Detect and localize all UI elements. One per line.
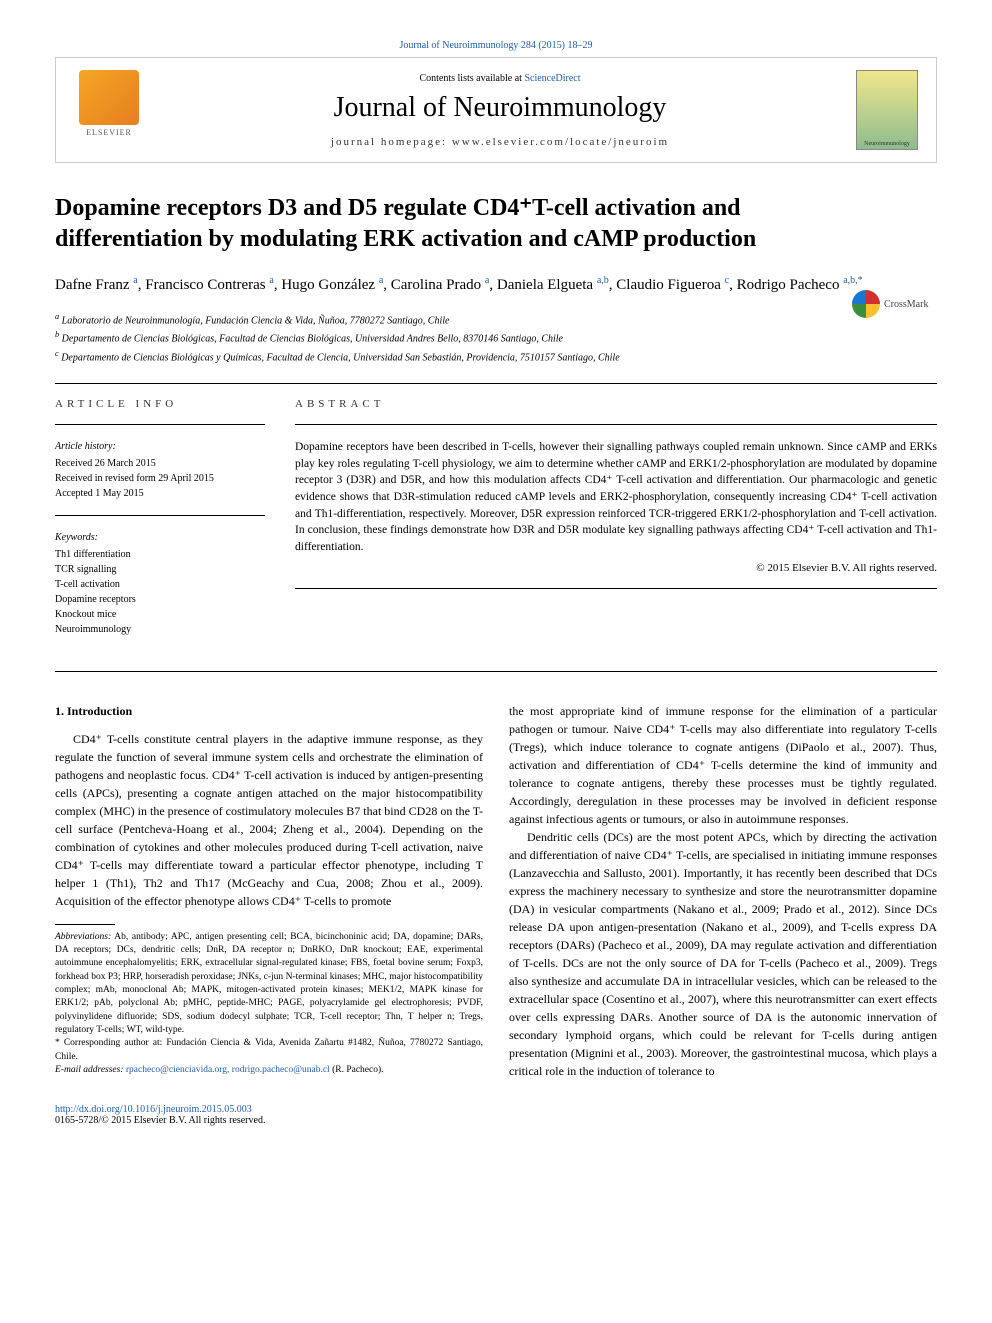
journal-header: ELSEVIER Contents lists available at Sci… <box>55 57 937 163</box>
email-link[interactable]: rpacheco@cienciavida.org, rodrigo.pachec… <box>124 1065 330 1075</box>
keyword: Dopamine receptors <box>55 592 265 607</box>
crossmark-badge[interactable]: CrossMark <box>852 290 937 318</box>
author: Claudio Figueroa c <box>616 277 729 293</box>
article-info-col: ARTICLE INFO Article history: Received 2… <box>55 398 265 651</box>
affiliation: b Departamento de Ciencias Biológicas, F… <box>55 329 937 346</box>
body-paragraph: CD4⁺ T-cells constitute central players … <box>55 730 483 910</box>
footnotes: Abbreviations: Ab, antibody; APC, antige… <box>55 931 483 1077</box>
doi-link[interactable]: http://dx.doi.org/10.1016/j.jneuroim.201… <box>55 1104 252 1115</box>
elsevier-logo: ELSEVIER <box>74 70 144 150</box>
abstract-copyright: © 2015 Elsevier B.V. All rights reserved… <box>295 562 937 574</box>
intro-heading: 1. Introduction <box>55 702 483 720</box>
right-column: the most appropriate kind of immune resp… <box>509 702 937 1080</box>
author: Carolina Prado a <box>391 277 490 293</box>
body-paragraph: the most appropriate kind of immune resp… <box>509 702 937 828</box>
elsevier-tree-icon <box>79 70 139 125</box>
divider <box>55 515 265 516</box>
elsevier-label: ELSEVIER <box>86 128 132 137</box>
page-footer: http://dx.doi.org/10.1016/j.jneuroim.201… <box>55 1104 937 1126</box>
journal-cover-thumb: Neuroimmunology <box>856 70 918 150</box>
body-columns: 1. Introduction CD4⁺ T-cells constitute … <box>55 702 937 1080</box>
sciencedirect-link[interactable]: ScienceDirect <box>524 73 580 84</box>
abstract-text: Dopamine receptors have been described i… <box>295 439 937 556</box>
abstract-header: ABSTRACT <box>295 398 937 410</box>
keyword: T-cell activation <box>55 577 265 592</box>
divider <box>295 424 937 425</box>
history-item: Received in revised form 29 April 2015 <box>55 471 265 486</box>
divider <box>55 671 937 672</box>
keyword: TCR signalling <box>55 562 265 577</box>
keyword: Th1 differentiation <box>55 547 265 562</box>
body-paragraph: Dendritic cells (DCs) are the most poten… <box>509 828 937 1080</box>
keyword: Neuroimmunology <box>55 622 265 637</box>
footnote-divider <box>55 924 115 925</box>
author: Daniela Elgueta a,b <box>497 277 609 293</box>
author: Francisco Contreras a <box>145 277 274 293</box>
history-item: Accepted 1 May 2015 <box>55 486 265 501</box>
email-line: E-mail addresses: rpacheco@cienciavida.o… <box>55 1064 483 1077</box>
abbreviations: Abbreviations: Ab, antibody; APC, antige… <box>55 931 483 1037</box>
running-head: Journal of Neuroimmunology 284 (2015) 18… <box>55 40 937 51</box>
affiliation: a Laboratorio de Neuroinmunología, Funda… <box>55 311 937 328</box>
left-column: 1. Introduction CD4⁺ T-cells constitute … <box>55 702 483 1080</box>
article-info-header: ARTICLE INFO <box>55 398 265 410</box>
keywords-label: Keywords: <box>55 530 265 545</box>
issn-copyright: 0165-5728/© 2015 Elsevier B.V. All right… <box>55 1115 937 1126</box>
contents-prefix: Contents lists available at <box>419 73 524 84</box>
affiliations: a Laboratorio de Neuroinmunología, Funda… <box>55 311 937 365</box>
journal-homepage: journal homepage: www.elsevier.com/locat… <box>164 136 836 148</box>
author: Hugo González a <box>281 277 383 293</box>
cover-label: Neuroimmunology <box>862 139 912 149</box>
corresponding-author: * Corresponding author at: Fundación Cie… <box>55 1037 483 1064</box>
article-title: Dopamine receptors D3 and D5 regulate CD… <box>55 193 937 255</box>
divider <box>295 588 937 589</box>
abstract-col: ABSTRACT Dopamine receptors have been de… <box>295 398 937 651</box>
history-item: Received 26 March 2015 <box>55 456 265 471</box>
divider <box>55 424 265 425</box>
author-line: Dafne Franz a, Francisco Contreras a, Hu… <box>55 273 937 297</box>
affiliation: c Departamento de Ciencias Biológicas y … <box>55 348 937 365</box>
citation-link[interactable]: Journal of Neuroimmunology 284 (2015) 18… <box>399 40 592 51</box>
author: Rodrigo Pacheco a,b,* <box>737 277 863 293</box>
history-label: Article history: <box>55 439 265 454</box>
author: Dafne Franz a <box>55 277 138 293</box>
journal-title: Journal of Neuroimmunology <box>164 92 836 124</box>
crossmark-label: CrossMark <box>884 299 928 310</box>
divider <box>55 383 937 384</box>
contents-line: Contents lists available at ScienceDirec… <box>164 73 836 84</box>
crossmark-icon <box>852 290 880 318</box>
keyword: Knockout mice <box>55 607 265 622</box>
